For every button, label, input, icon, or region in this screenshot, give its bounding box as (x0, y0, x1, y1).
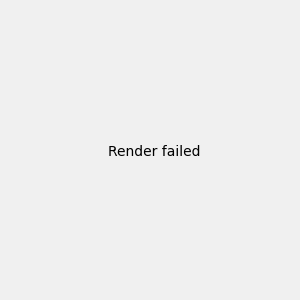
Text: Render failed: Render failed (107, 145, 200, 158)
